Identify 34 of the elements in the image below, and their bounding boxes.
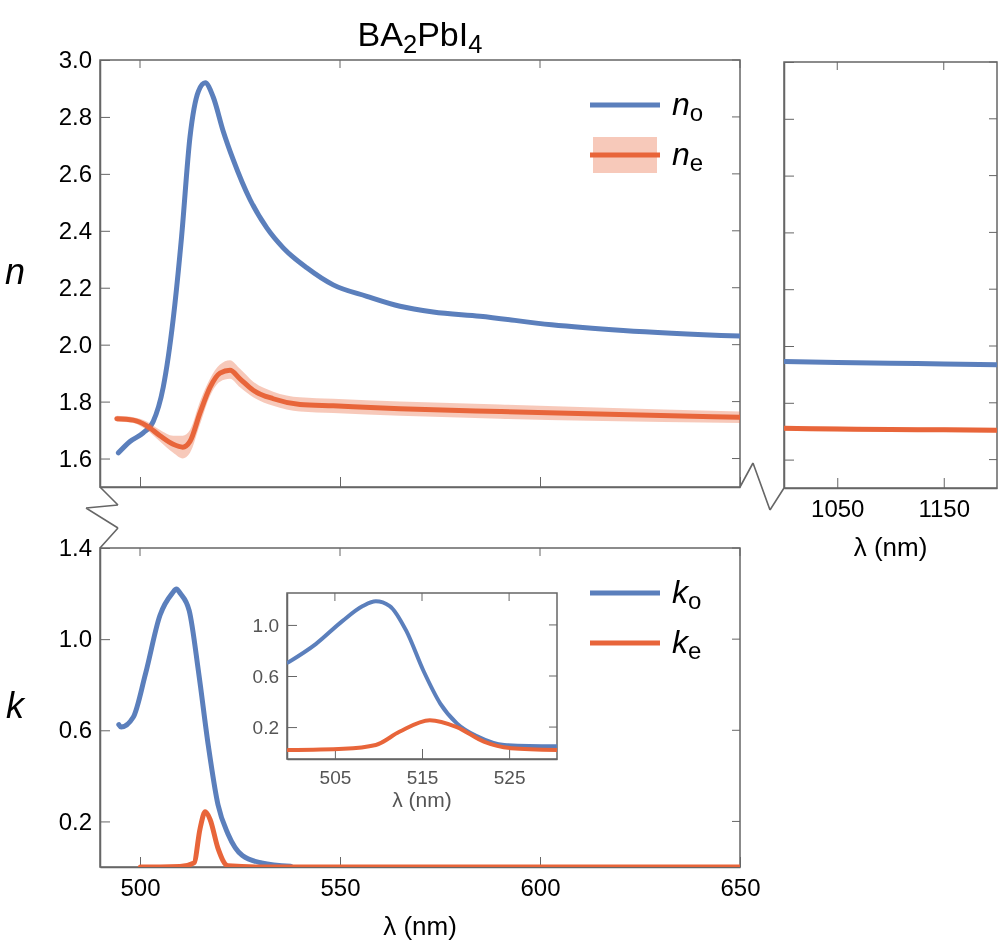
x-tick-label: 505 [319,767,352,789]
x-tick-label: 1050 [811,495,865,523]
y-tick-label: 2.2 [58,273,92,301]
y-tick-label: 3.0 [58,46,92,74]
y-tick-label: 1.8 [58,387,92,415]
y-tick-label: 2.4 [58,216,92,244]
y-tick-label: 1.0 [58,625,92,653]
y-tick-label: 2.8 [58,103,92,131]
legend-label: n$_{o}$ [672,86,704,126]
x-tick-label: 1150 [918,495,971,523]
y-tick-label: 2.0 [58,330,92,358]
x-tick-label: 600 [520,874,561,902]
y-tick-label: 0.6 [58,716,92,744]
y-tick-label: 0.2 [58,807,92,835]
y-tick-label: 1.6 [58,444,92,472]
y-tick-label: 1.0 [252,614,279,636]
legend-label: n$_{e}$ [672,136,704,176]
y-axis-title: k [6,684,26,726]
y-tick-label: 0.2 [252,716,279,738]
x-axis-title: λ (nm) [392,788,452,811]
x-axis-title: λ (nm) [383,911,457,941]
chart-title: BA$_{2}$PbI$_{4}$ [357,15,483,58]
x-axis-title: λ (nm) [853,532,928,562]
legend-label: k$_{e}$ [672,624,702,664]
y-tick-label: 2.6 [58,160,92,188]
x-tick-label: 525 [493,767,526,789]
legend-label: k$_{o}$ [672,574,702,614]
y-tick-label: 1.4 [58,534,92,562]
x-tick-label: 550 [320,874,361,902]
x-tick-label: 500 [120,874,161,902]
y-tick-label: 0.6 [252,665,279,687]
x-tick-label: 650 [720,874,761,902]
x-tick-label: 515 [406,767,439,789]
y-axis-title: n [4,250,26,292]
